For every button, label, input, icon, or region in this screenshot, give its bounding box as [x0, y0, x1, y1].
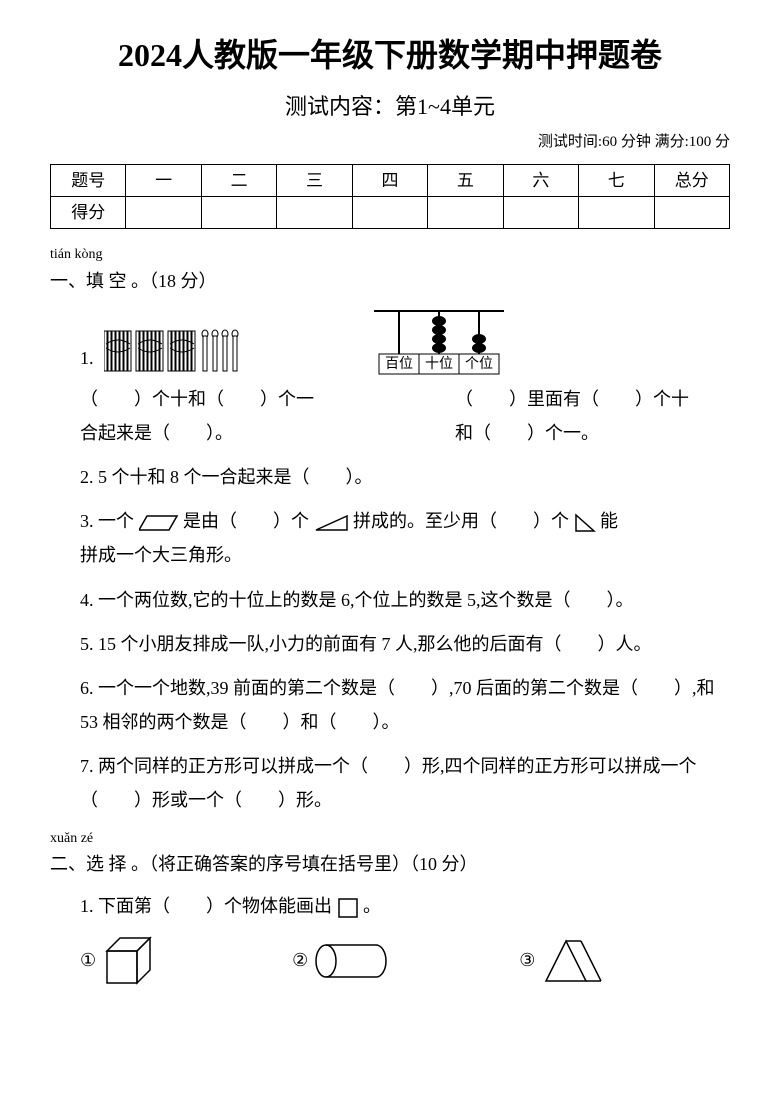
opt-label: ① — [80, 946, 96, 975]
option-2: ② — [292, 941, 389, 981]
q3-text: 是由（ ）个 — [183, 511, 309, 531]
td — [201, 197, 276, 229]
q-text: 。 — [363, 896, 381, 916]
triangle-icon — [574, 513, 596, 533]
td — [352, 197, 427, 229]
th: 四 — [352, 165, 427, 197]
exam-title: 2024人教版一年级下册数学期中押题卷 — [50, 30, 730, 81]
th: 一 — [126, 165, 201, 197]
q1-right1: （ ）里面有（ ）个十 — [455, 382, 730, 416]
parallelogram-icon — [139, 514, 179, 532]
q3-text: 拼成一个大三角形。 — [80, 545, 242, 565]
question-1: 1. — [80, 306, 730, 450]
td — [654, 197, 730, 229]
square-icon — [337, 897, 359, 919]
exam-meta: 测试时间:60 分钟 满分:100 分 — [50, 130, 730, 154]
cylinder-icon — [314, 941, 389, 981]
th: 七 — [579, 165, 654, 197]
section1-title: 一、填 空 。（18 分） — [50, 267, 730, 296]
question-s2-1: 1. 下面第（ ）个物体能画出 。 — [80, 889, 730, 923]
options-row: ① ② ③ — [80, 933, 730, 988]
td — [579, 197, 654, 229]
th: 总分 — [654, 165, 730, 197]
table-row: 题号 一 二 三 四 五 六 七 总分 — [51, 165, 730, 197]
score-table: 题号 一 二 三 四 五 六 七 总分 得分 — [50, 164, 730, 229]
question-2: 2. 5 个十和 8 个一合起来是（ ）。 — [80, 460, 730, 494]
question-7: 7. 两个同样的正方形可以拼成一个（ ）形,四个同样的正方形可以拼成一个（ ）形… — [80, 749, 730, 817]
section2-pinyin: xuǎn zé — [50, 828, 730, 850]
section1-pinyin: tián kòng — [50, 244, 730, 266]
abacus-label: 百位 — [385, 356, 413, 372]
opt-label: ③ — [519, 946, 535, 975]
sticks-icon — [104, 326, 244, 376]
section2-title: 二、选 择 。（将正确答案的序号填在括号里）（10 分） — [50, 850, 730, 879]
q3-text: 3. 一个 — [80, 511, 134, 531]
q3-text: 拼成的。至少用（ ）个 — [353, 511, 569, 531]
opt-label: ② — [292, 946, 308, 975]
q1-right2: 和（ ）个一。 — [455, 416, 730, 450]
td — [277, 197, 352, 229]
option-3: ③ — [519, 936, 611, 986]
right-triangle-icon — [314, 514, 349, 532]
q1-number: 1. — [80, 341, 94, 375]
q-text: 1. 下面第（ ）个物体能画出 — [80, 896, 332, 916]
td: 得分 — [51, 197, 126, 229]
q1-left2: 合起来是（ ）。 — [80, 416, 355, 450]
th: 六 — [503, 165, 578, 197]
th: 五 — [428, 165, 503, 197]
abacus-label: 个位 — [465, 356, 493, 372]
question-4: 4. 一个两位数,它的十位上的数是 6,个位上的数是 5,这个数是（ ）。 — [80, 583, 730, 617]
abacus-icon: 百位 十位 个位 — [364, 306, 514, 376]
th: 三 — [277, 165, 352, 197]
th: 题号 — [51, 165, 126, 197]
q3-text: 能 — [600, 511, 618, 531]
cube-icon — [102, 933, 162, 988]
option-1: ① — [80, 933, 162, 988]
exam-subtitle: 测试内容：第1~4单元 — [50, 89, 730, 124]
prism-icon — [541, 936, 611, 986]
table-row: 得分 — [51, 197, 730, 229]
question-3: 3. 一个 是由（ ）个 拼成的。至少用（ ）个 能 拼成一个大三角形。 — [80, 504, 730, 572]
question-6: 6. 一个一个地数,39 前面的第二个数是（ ）,70 后面的第二个数是（ ）,… — [80, 671, 730, 739]
td — [503, 197, 578, 229]
td — [428, 197, 503, 229]
td — [126, 197, 201, 229]
q1-left1: （ ）个十和（ ）个一 — [80, 382, 355, 416]
question-5: 5. 15 个小朋友排成一队,小力的前面有 7 人,那么他的后面有（ ）人。 — [80, 627, 730, 661]
abacus-label: 十位 — [425, 356, 453, 372]
th: 二 — [201, 165, 276, 197]
